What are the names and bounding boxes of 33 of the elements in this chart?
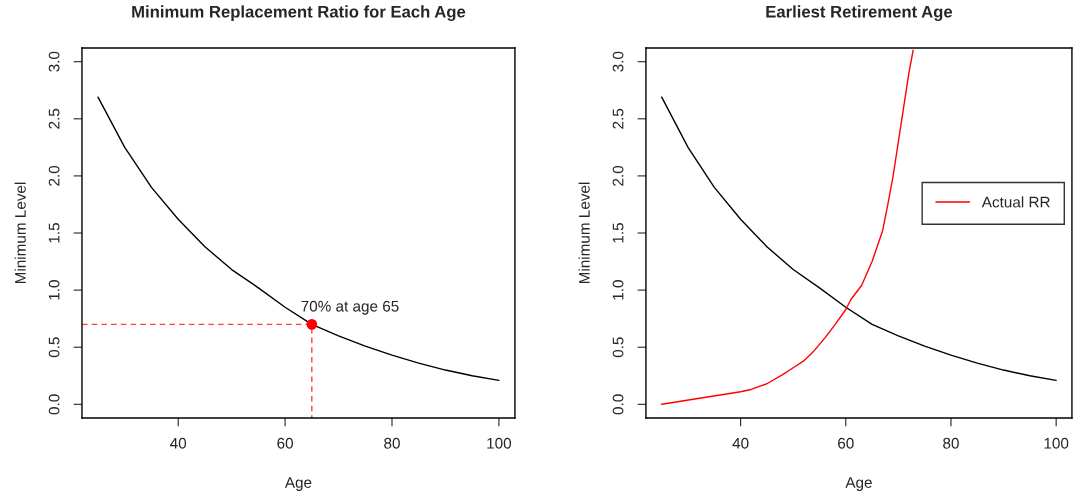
y-tick-label: 3.0 [612, 51, 624, 72]
y-tick-label: 0.5 [612, 337, 624, 358]
annotation: 70% at age 65 [301, 300, 399, 315]
x-tick-label: 40 [170, 437, 187, 449]
y-tick-label: 0.0 [48, 394, 60, 415]
y-tick-label: 1.0 [48, 280, 60, 300]
x-tick-label: 60 [277, 437, 293, 449]
chart-title: Minimum Replacement Ratio for Each Age [132, 5, 466, 21]
x-tick-label: 60 [838, 437, 854, 449]
y-tick-label: 1.5 [48, 223, 60, 243]
x-tick-label: 40 [732, 437, 749, 449]
y-tick-label: 0.5 [48, 337, 60, 358]
x-tick-label: 80 [384, 437, 400, 449]
x-tick-label: 100 [1044, 437, 1069, 449]
y-axis-title: Minimum Level [578, 182, 590, 284]
y-tick-label: 3.0 [48, 51, 60, 72]
line-series [661, 49, 914, 406]
x-axis-title: Age [284, 477, 312, 491]
x-tick-label: 100 [487, 437, 512, 449]
y-tick-label: 1.0 [612, 280, 624, 300]
line-series [97, 96, 500, 382]
y-axis-title: Minimum Level [14, 182, 26, 284]
y-tick-label: 2.5 [48, 108, 60, 129]
chart-title: Earliest Retirement Age [766, 5, 953, 21]
y-tick-label: 1.5 [612, 223, 624, 243]
y-tick-label: 2.5 [612, 108, 624, 129]
line-series [661, 96, 1057, 382]
y-tick-label: 0.0 [612, 394, 624, 415]
y-tick-label: 2.0 [48, 165, 60, 186]
x-tick-label: 80 [943, 437, 959, 449]
legend-label: Actual RR [981, 196, 1050, 208]
x-axis-title: Age [845, 477, 872, 491]
y-tick-label: 2.0 [612, 165, 624, 186]
